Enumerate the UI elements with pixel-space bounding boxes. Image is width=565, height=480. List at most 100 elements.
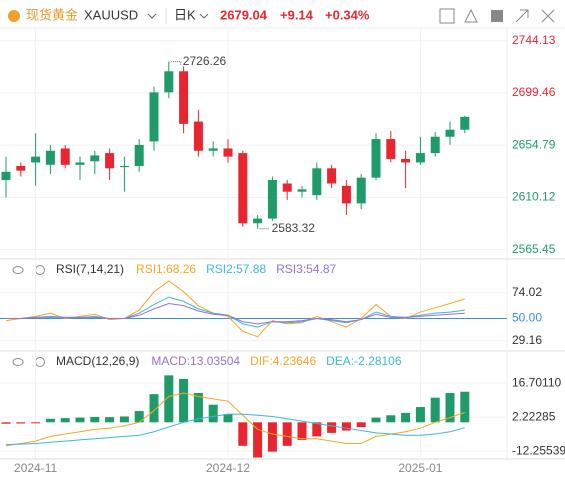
histogram-bar (164, 375, 174, 423)
y-tick-label: 2744.13 (512, 33, 556, 47)
histogram-bar (445, 392, 455, 423)
x-tick-label: 2024-12 (206, 461, 250, 475)
candle-body (223, 148, 233, 157)
legend-entry: DIF:4.23646 (250, 354, 316, 368)
histogram-bar (90, 416, 100, 423)
histogram-bar (223, 414, 233, 423)
candle-body (119, 165, 129, 168)
candle-body (445, 129, 455, 137)
dropdown-icon[interactable] (199, 13, 209, 19)
candle-body (149, 92, 159, 142)
histogram-bar (415, 407, 425, 423)
candle-body (179, 71, 189, 124)
candle-body (401, 158, 411, 163)
eye-icon[interactable] (12, 266, 24, 274)
histogram-bar (386, 415, 396, 423)
candle-body (312, 168, 322, 196)
candle-body (208, 148, 218, 151)
histogram-bar (460, 391, 470, 423)
coin-icon (8, 10, 20, 22)
histogram-bar (371, 417, 381, 423)
histogram-bar (238, 422, 248, 446)
y-tick-label: 2699.46 (512, 85, 556, 99)
annotation: 2726.26 (183, 54, 227, 68)
histogram-bar (297, 422, 307, 440)
candle-body (60, 148, 70, 165)
candle-body (90, 155, 100, 162)
legend-entry: DEA:-2.28106 (326, 354, 402, 368)
candle-body (16, 165, 26, 171)
histogram-bar (430, 397, 440, 423)
candle-body (193, 121, 203, 151)
candle-body (253, 218, 263, 224)
series-line (5, 392, 465, 447)
histogram-bar (45, 418, 55, 423)
y-tick-label: 2654.79 (512, 137, 556, 151)
y-tick-label: -12.25539 (512, 443, 565, 457)
histogram-bar (253, 422, 263, 458)
period[interactable]: 日K (174, 7, 196, 22)
legend-entry: MACD:13.03504 (151, 354, 240, 368)
candle-body (105, 153, 115, 169)
histogram-bar (179, 378, 189, 423)
candle-body (386, 139, 396, 159)
histogram-bar (312, 422, 322, 437)
tool-icon[interactable] (515, 9, 529, 23)
dropdown-icon[interactable] (147, 13, 157, 19)
candle-body (297, 189, 307, 192)
histogram-bar (341, 422, 351, 431)
histogram-bar (356, 422, 366, 428)
y-tick-label: 50.00 (512, 311, 542, 325)
annotation-leader (170, 61, 182, 66)
legend-entry: RSI1:68.26 (136, 262, 196, 276)
x-tick-label: 2024-11 (14, 461, 57, 475)
y-tick-label: 16.70110 (512, 375, 561, 389)
change: +9.14 (280, 7, 314, 22)
tool-icon[interactable] (491, 10, 503, 22)
tool-icon[interactable] (541, 9, 555, 23)
histogram-bar (267, 422, 277, 452)
series-line (5, 280, 465, 338)
y-tick-label: 2565.45 (512, 242, 556, 256)
legend-entry: RSI3:54.87 (276, 262, 336, 276)
candle-body (356, 177, 366, 204)
candle-body (238, 153, 248, 224)
histogram-bar (208, 404, 218, 423)
candle-body (75, 162, 85, 165)
legend-entry: RSI2:57.88 (206, 262, 266, 276)
series-line (6, 303, 465, 325)
histogram-bar (16, 422, 26, 424)
y-tick-label: 29.16 (512, 333, 542, 347)
candle-body (341, 185, 351, 204)
candle-body (371, 139, 381, 178)
annotation: 2583.32 (272, 221, 316, 235)
candle-body (327, 168, 337, 184)
histogram-bar (105, 417, 115, 423)
histogram-bar (60, 418, 70, 423)
price: 2679.04 (220, 7, 268, 22)
y-tick-label: 2.22285 (512, 409, 556, 423)
tool-icon[interactable] (464, 8, 478, 23)
panel-title: RSI(7,14,21) (56, 262, 124, 276)
candle-body (415, 153, 425, 163)
eye-icon[interactable] (12, 358, 24, 366)
histogram-bar (149, 394, 159, 423)
candle-body (164, 71, 174, 93)
candle-body (267, 180, 277, 219)
candle-body (460, 116, 470, 130)
x-tick-label: 2025-01 (398, 461, 442, 475)
candle-body (430, 136, 440, 154)
histogram-bar (193, 392, 203, 423)
series-line (5, 413, 465, 446)
tool-icon[interactable] (439, 8, 455, 24)
histogram-bar (327, 422, 337, 433)
y-tick-label: 74.02 (512, 285, 542, 299)
symbol[interactable]: XAUUSD (84, 7, 138, 22)
candle-body (31, 156, 41, 163)
panel-title: MACD(12,26,9) (56, 354, 139, 368)
y-tick-label: 2610.12 (512, 190, 556, 204)
change-pct: +0.34% (325, 7, 370, 22)
histogram-bar (31, 422, 41, 424)
candle-body (45, 150, 55, 165)
